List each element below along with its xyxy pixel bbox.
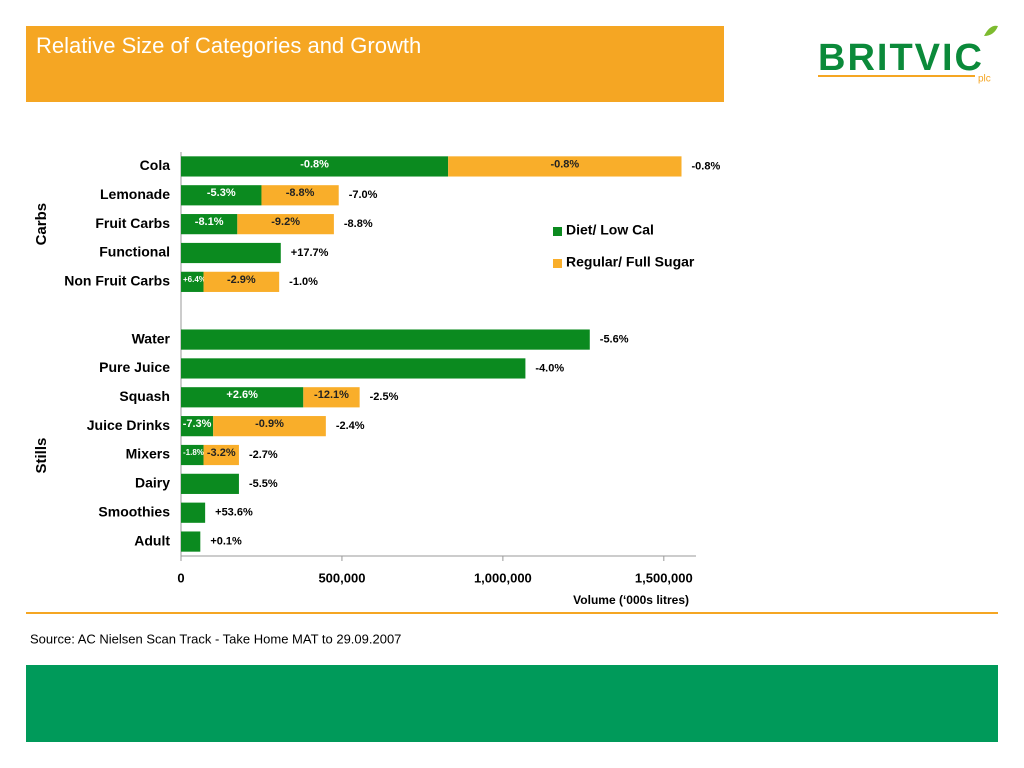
bar-segment [181, 387, 304, 408]
bar-segment [181, 242, 281, 264]
category-label: Lemonade [100, 186, 170, 202]
segment-growth-label: -9.2% [271, 216, 300, 228]
bar-segment [237, 214, 334, 235]
bar-segment [181, 329, 590, 350]
total-growth-label: -2.7% [249, 449, 278, 461]
category-label: Non Fruit Carbs [64, 273, 170, 289]
source-note: Source: AC Nielsen Scan Track - Take Hom… [30, 631, 401, 646]
bar-segment [448, 156, 682, 177]
legend-swatch [553, 227, 562, 236]
segment-growth-label: +2.6% [226, 389, 258, 401]
segment-growth-label: -0.8% [300, 158, 329, 170]
total-growth-label: -7.0% [349, 189, 378, 201]
legend-swatch [553, 259, 562, 268]
bar-segment [181, 444, 204, 466]
total-growth-label: -0.8% [692, 160, 721, 172]
bar-segment [181, 185, 262, 206]
category-label: Fruit Carbs [95, 215, 170, 231]
bar-segment [181, 358, 526, 379]
bar-segment [181, 502, 206, 523]
bar-segment [181, 156, 449, 177]
total-growth-label: -4.0% [535, 362, 564, 374]
segment-growth-label: -8.8% [286, 187, 315, 199]
legend-label: Diet/ Low Cal [566, 222, 654, 238]
total-growth-label: -5.5% [249, 478, 278, 490]
segment-growth-label: -0.8% [550, 158, 579, 170]
logo-suffix: plc [978, 74, 991, 85]
legend-label: Regular/ Full Sugar [566, 254, 695, 270]
bar-segment [261, 185, 339, 206]
category-label: Dairy [135, 475, 170, 491]
segment-growth-label: -2.9% [227, 274, 256, 286]
category-label: Water [132, 330, 171, 346]
total-growth-label: +0.1% [210, 535, 242, 547]
logo-name: BRITVIC [818, 37, 984, 79]
logo-leaf [984, 25, 998, 36]
slide-title: Relative Size of Categories and Growth [36, 33, 421, 58]
total-growth-label: -5.6% [600, 333, 629, 345]
x-tick-label: 500,000 [318, 570, 365, 585]
header-band [26, 26, 724, 102]
chart: 0 500,000 1,000,000 1,500,000 Volume (‘000s … [33, 152, 721, 607]
bar-segment [303, 387, 360, 408]
bar-segment [181, 531, 201, 552]
category-label: Functional [99, 244, 170, 260]
x-tick-label: 1,500,000 [635, 570, 693, 585]
segment-growth-label: -0.9% [255, 418, 284, 430]
total-growth-label: -8.8% [344, 218, 373, 230]
group-label: Carbs [33, 203, 50, 246]
segment-growth-label: -5.3% [207, 187, 236, 199]
bar-segment [181, 214, 238, 235]
bar-segment [181, 416, 214, 437]
x-tick-label: 1,000,000 [474, 570, 532, 585]
bar-segment [213, 416, 326, 437]
footer-band [26, 665, 998, 742]
bar-segment [203, 444, 239, 466]
total-growth-label: -1.0% [289, 276, 318, 288]
segment-growth-label: -12.1% [314, 389, 349, 401]
category-label: Cola [140, 157, 171, 173]
x-tick-label: 0 [177, 570, 184, 585]
group-label: Stills [33, 438, 50, 474]
category-label: Juice Drinks [87, 417, 170, 433]
bar-segment [181, 473, 239, 494]
segment-growth-label: -1.8% [183, 448, 204, 457]
segment-growth-label: -3.2% [207, 447, 236, 459]
total-growth-label: -2.4% [336, 420, 365, 432]
segment-growth-label: +6.4% [183, 275, 206, 284]
x-axis-label: Volume (‘000s litres) [573, 593, 689, 607]
category-label: Adult [134, 532, 170, 548]
category-label: Smoothies [98, 503, 170, 519]
total-growth-label: +17.7% [291, 247, 329, 259]
segment-growth-label: -7.3% [183, 418, 212, 430]
category-label: Mixers [126, 446, 171, 462]
total-growth-label: -2.5% [370, 391, 399, 403]
segment-growth-label: -8.1% [195, 216, 224, 228]
bar-segment [203, 271, 280, 292]
total-growth-label: +53.6% [215, 507, 253, 519]
category-label: Squash [119, 388, 170, 404]
bar-segment [181, 271, 204, 292]
category-label: Pure Juice [99, 359, 170, 375]
